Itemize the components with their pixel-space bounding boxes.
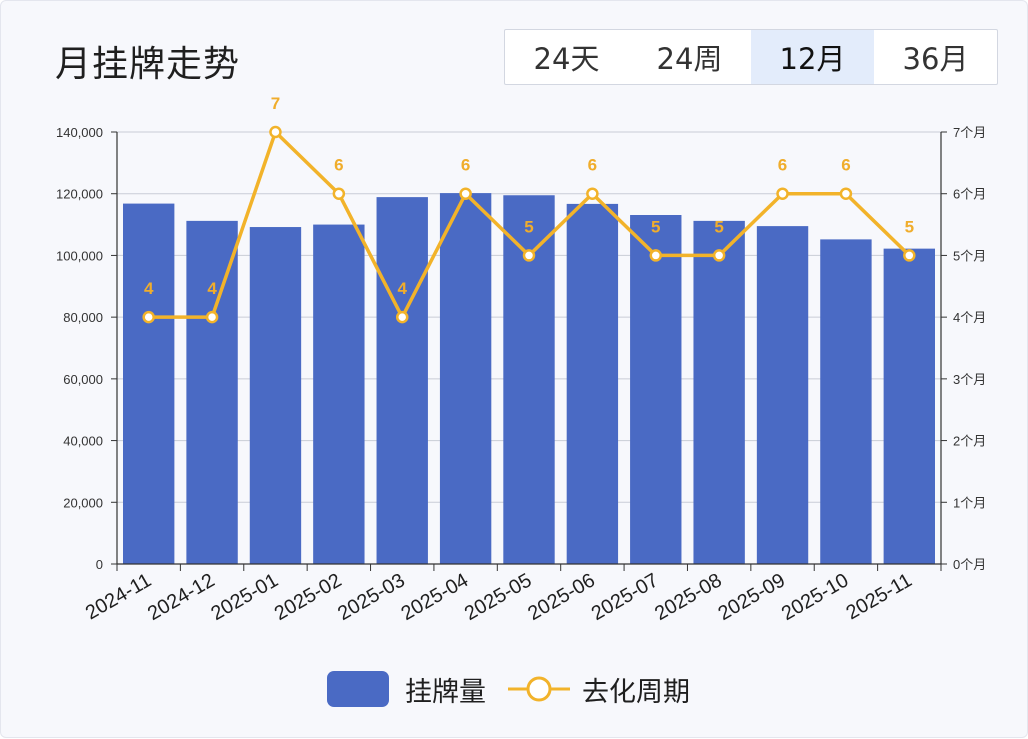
x-tick-label: 2025-01 [207,569,282,625]
line-point [142,310,155,324]
line-point [776,187,789,200]
x-tick-label: 2025-03 [334,569,409,625]
legend-item-listings[interactable]: 挂牌量 [327,670,486,709]
line-data-label: 4 [207,279,217,298]
line-data-label: 5 [524,217,533,236]
tab-24-weeks[interactable]: 24周 [656,42,723,76]
y-left-tick-label: 120,000 [56,187,103,202]
x-tick-label: 2025-07 [588,569,663,625]
y-left-tick-label: 80,000 [63,310,103,325]
line-data-label: 6 [334,156,343,175]
line-point [269,125,282,139]
line-point [205,310,219,324]
bar [186,220,238,564]
y-right-tick-label: 7个月 [953,125,986,140]
x-tick-label: 2025-09 [714,569,789,625]
line-point [395,310,409,324]
legend-bar-swatch [327,671,389,707]
y-right-tick-label: 4个月 [953,310,986,325]
y-left-tick-label: 140,000 [56,125,103,140]
legend-line-swatch [508,676,570,702]
y-right-tick-label: 5个月 [953,248,986,263]
line-point [586,187,599,200]
x-tick-label: 2024-11 [82,569,155,624]
tab-12-months[interactable]: 12月 [751,30,874,84]
bar [693,220,745,564]
legend-label-listings: 挂牌量 [405,676,486,708]
line-data-label: 7 [271,94,280,113]
x-tick-label: 2025-05 [461,569,536,625]
bar [313,224,365,565]
y-right-tick-label: 6个月 [953,187,986,202]
line-data-label: 6 [841,156,850,175]
legend-item-cycle[interactable]: 去化周期 [508,670,690,709]
y-left-tick-label: 0 [96,557,103,572]
x-tick-label: 2025-04 [398,569,473,625]
y-left-tick-label: 20,000 [63,495,103,510]
line-data-label: 5 [714,217,723,236]
y-right-tick-label: 2个月 [953,434,986,449]
legend: 挂牌量 去化周期 [327,669,712,709]
x-tick-label: 2025-02 [271,569,346,625]
line-data-label: 4 [144,279,154,298]
bar [883,248,935,564]
line-data-label: 6 [461,156,470,175]
line-data-label: 5 [651,217,660,236]
period-tabs: 24天 24周 12月 36月 [504,29,998,85]
x-tick-label: 2025-11 [843,569,916,624]
page-title: 月挂牌走势 [55,44,241,85]
bar [123,203,175,565]
line-data-label: 6 [588,156,597,175]
bar [376,197,428,564]
x-tick-label: 2024-12 [144,569,219,625]
line-data-label: 4 [397,279,407,298]
y-right-tick-label: 0个月 [953,557,986,572]
legend-label-cycle: 去化周期 [582,676,690,708]
bar [820,239,872,564]
bar [566,203,619,564]
line-point [332,187,346,200]
y-left-tick-label: 60,000 [63,372,103,387]
x-tick-label: 2025-10 [778,569,853,625]
line-point [903,249,916,262]
bar [249,227,302,565]
line-data-label: 5 [905,217,914,236]
line-point [649,249,663,262]
y-left-tick-label: 100,000 [56,248,103,263]
line-point [712,249,726,262]
tab-36-months[interactable]: 36月 [902,42,969,76]
line-point [459,187,472,200]
bar [630,215,682,564]
line-point [522,249,536,262]
x-tick-label: 2025-08 [651,569,726,625]
line-data-label: 6 [778,156,787,175]
bar [439,193,492,564]
x-tick-label: 2025-06 [524,569,599,625]
y-left-tick-label: 40,000 [63,434,103,449]
tab-24-days[interactable]: 24天 [533,42,600,76]
y-right-tick-label: 1个月 [953,495,986,510]
bar [756,226,809,564]
line-point [839,187,853,200]
y-right-tick-label: 3个月 [953,372,986,387]
